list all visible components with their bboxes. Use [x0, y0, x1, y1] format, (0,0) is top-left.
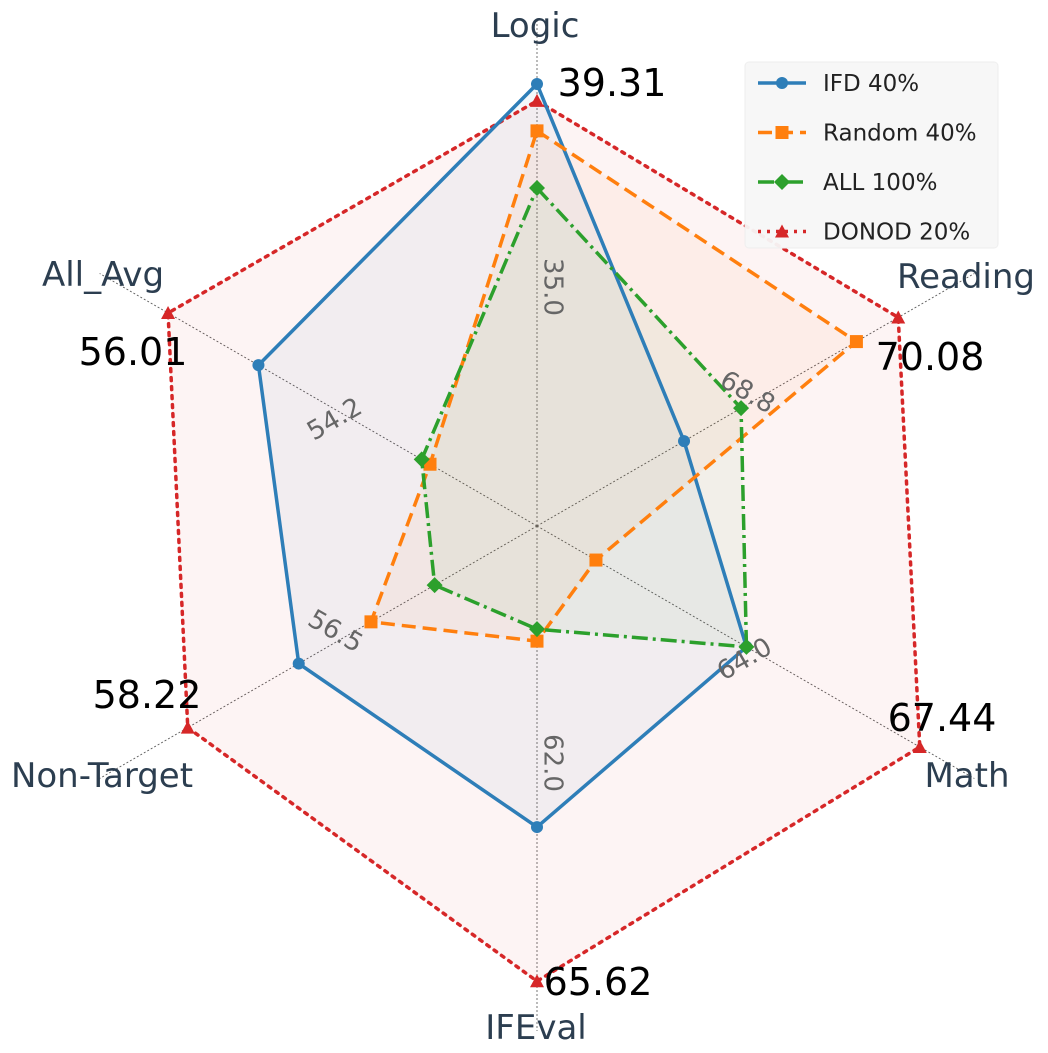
- axis-label-4: Non-Target: [11, 756, 193, 796]
- axis-max-label-3: 65.62: [544, 960, 653, 1004]
- data-point-0-3: [531, 821, 543, 834]
- data-point-0-1: [678, 435, 691, 448]
- data-point-3-0: [530, 93, 544, 107]
- legend-label-1: Random 40%: [823, 121, 977, 147]
- axis-max-label-0: 39.31: [558, 61, 667, 105]
- series-fill-1: [370, 130, 857, 642]
- axis-max-label-1: 70.08: [876, 335, 985, 379]
- data-point-2-1: [733, 400, 750, 417]
- data-point-1-3: [530, 634, 544, 648]
- tick-label-0: 35.0: [538, 258, 568, 316]
- data-point-1-4: [364, 615, 378, 629]
- legend-box: [744, 61, 999, 249]
- data-point-0-5: [252, 359, 265, 372]
- data-point-2-0: [529, 180, 545, 197]
- legend-marker-2: [774, 174, 790, 190]
- legend-marker-3: [775, 224, 789, 238]
- data-point-1-2: [589, 553, 603, 567]
- axis-line-1: [536, 273, 975, 527]
- data-point-3-3: [530, 974, 544, 988]
- data-point-1-0: [530, 124, 544, 138]
- data-point-0-4: [292, 657, 305, 670]
- legend-label-3: DONOD 20%: [823, 220, 970, 246]
- axis-line-4: [99, 525, 538, 779]
- axis-label-5: All_Avg: [42, 255, 164, 295]
- data-point-2-4: [426, 577, 443, 594]
- axis-label-0: Logic: [491, 6, 580, 46]
- data-point-0-0: [531, 78, 543, 90]
- axis-label-2: Math: [924, 756, 1009, 796]
- data-point-2-3: [529, 621, 545, 638]
- legend-label-2: ALL 100%: [823, 170, 937, 196]
- data-point-3-1: [891, 310, 906, 324]
- data-point-2-5: [413, 451, 430, 468]
- series-fill-0: [258, 84, 747, 828]
- data-point-3-5: [161, 305, 176, 319]
- tick-label-3: 62.0: [538, 734, 568, 792]
- series-fill-3: [168, 100, 920, 982]
- data-point-3-4: [180, 720, 195, 734]
- axis-max-label-2: 67.44: [888, 696, 997, 740]
- series-fill-2: [421, 188, 747, 647]
- legend-label-0: IFD 40%: [823, 71, 919, 97]
- data-point-2-2: [738, 638, 755, 655]
- data-point-3-2: [912, 740, 927, 753]
- legend-marker-0: [776, 77, 788, 89]
- legend: IFD 40% Random 40% ALL 100% DONOD 20%: [744, 61, 999, 249]
- data-point-1-1: [849, 335, 863, 349]
- axis-line-2: [536, 525, 975, 779]
- axis-label-1: Reading: [897, 257, 1035, 297]
- axis-label-3: IFEval: [485, 1008, 586, 1048]
- axis-max-label-4: 58.22: [93, 673, 202, 717]
- axis-max-label-5: 56.01: [79, 330, 188, 374]
- legend-marker-1: [775, 126, 789, 139]
